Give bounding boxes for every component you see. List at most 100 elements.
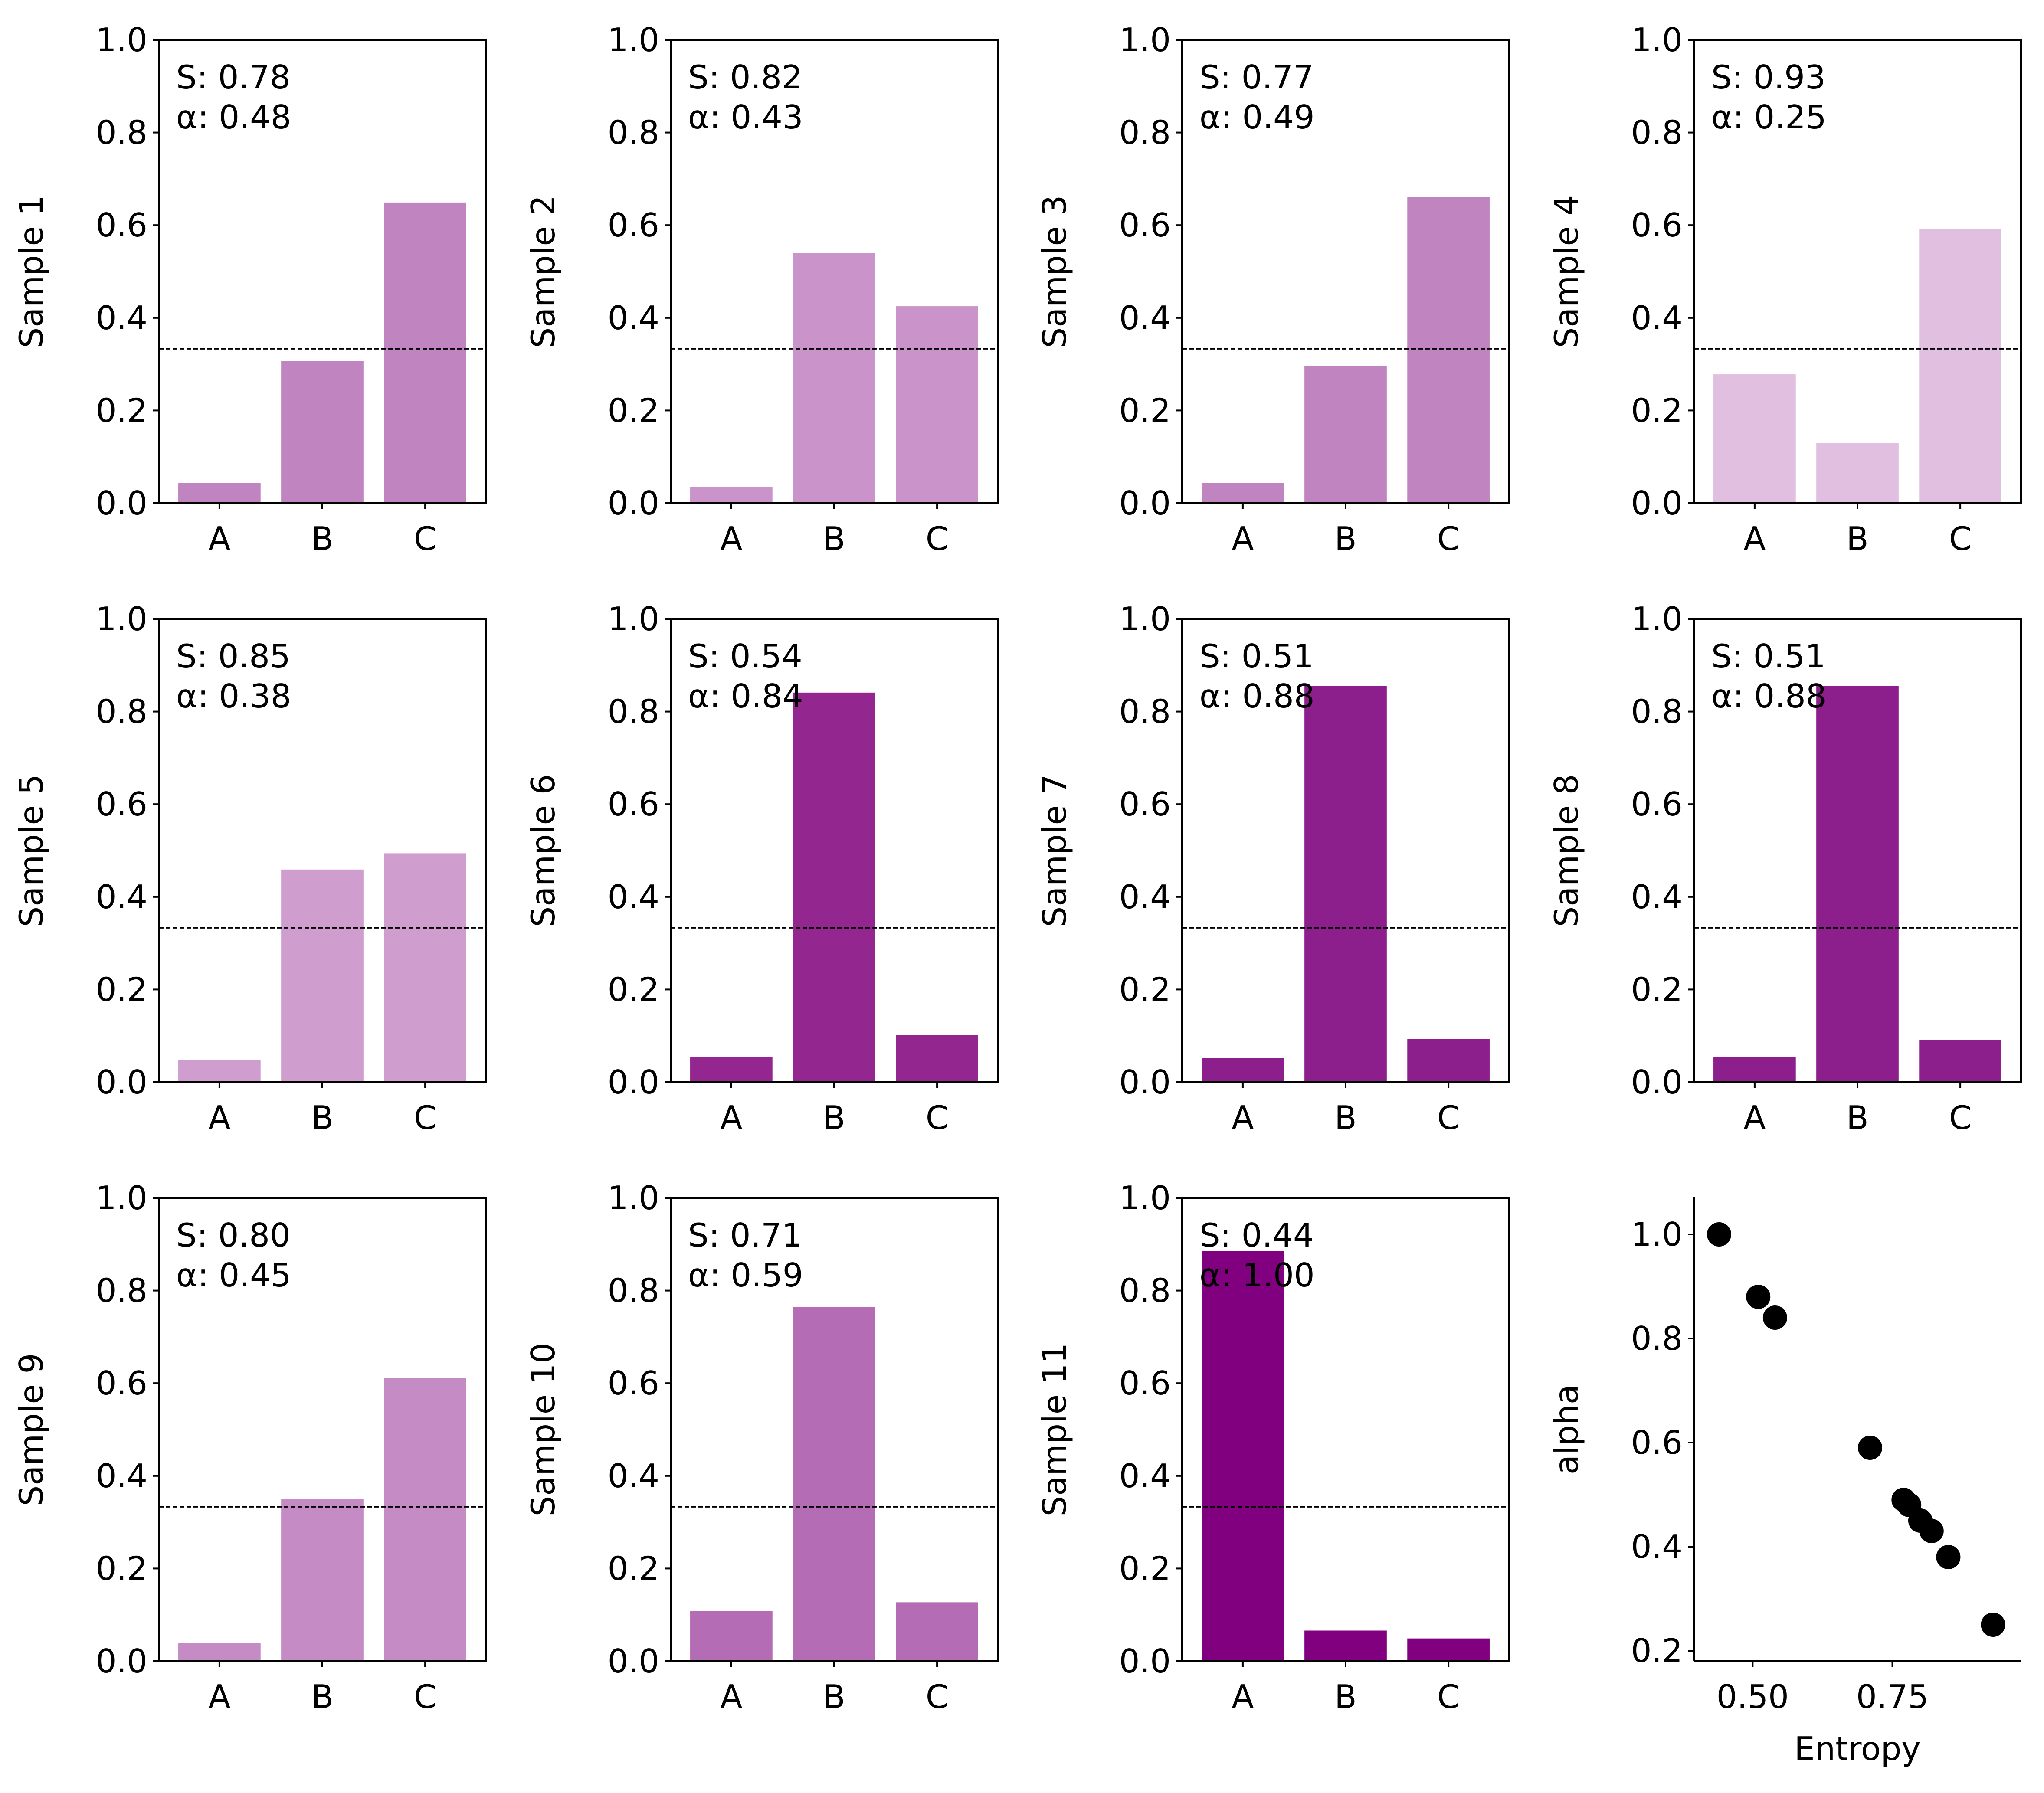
y-axis-title: Sample 9 <box>12 1353 50 1506</box>
x-tick-label: A <box>720 1099 742 1137</box>
bar-B <box>1304 686 1387 1082</box>
x-tick-label: A <box>208 1678 230 1716</box>
y-tick-label: 0.2 <box>1631 1632 1683 1670</box>
y-tick-label: 0.6 <box>1119 1364 1171 1402</box>
alpha-annotation: α: 0.84 <box>688 677 803 715</box>
x-tick-label: C <box>1949 1099 1972 1137</box>
x-tick-label: A <box>720 1678 742 1716</box>
y-tick-label: 0.6 <box>96 785 147 823</box>
y-tick-label: 0.6 <box>1631 206 1683 244</box>
y-tick-label: 1.0 <box>96 21 147 59</box>
x-tick-label: C <box>1437 1678 1460 1716</box>
y-tick-label: 0.8 <box>1631 1319 1683 1358</box>
y-axis-title: Sample 1 <box>12 195 50 348</box>
y-tick-label: 0.0 <box>608 1642 659 1680</box>
x-tick-label: A <box>1743 1099 1766 1137</box>
y-tick-label: 0.4 <box>1119 299 1171 337</box>
y-tick-label: 0.0 <box>1631 484 1683 522</box>
y-tick-label: 0.8 <box>1119 1272 1171 1310</box>
x-tick-label: C <box>926 1678 948 1716</box>
y-tick-label: 0.4 <box>1631 1528 1683 1566</box>
alpha-annotation: α: 0.43 <box>688 98 803 136</box>
y-tick-label: 0.6 <box>96 206 147 244</box>
x-tick-label: B <box>1846 1099 1868 1137</box>
entropy-annotation: S: 0.78 <box>176 58 291 96</box>
y-tick-label: 1.0 <box>1631 1215 1683 1253</box>
x-tick-label: A <box>1232 1099 1254 1137</box>
y-tick-label: 0.0 <box>96 484 147 522</box>
y-tick-label: 0.4 <box>96 1457 147 1495</box>
y-tick-label: 0.4 <box>608 299 659 337</box>
y-tick-label: 0.8 <box>96 1272 147 1310</box>
bar-C <box>384 202 466 503</box>
bar-C <box>1407 1638 1490 1661</box>
y-tick-label: 0.4 <box>1119 878 1171 916</box>
y-tick-label: 1.0 <box>1119 1179 1171 1217</box>
alpha-annotation: α: 1.00 <box>1199 1256 1315 1294</box>
bar-C <box>1919 1040 2001 1082</box>
bar-A <box>178 1643 261 1661</box>
y-tick-label: 0.6 <box>96 1364 147 1402</box>
y-tick-label: 1.0 <box>1119 21 1171 59</box>
y-tick-label: 0.6 <box>1631 785 1683 823</box>
x-tick-label: A <box>1743 520 1766 558</box>
bar-C <box>1407 1039 1490 1082</box>
y-tick-label: 0.6 <box>608 1364 659 1402</box>
y-axis-title: Sample 10 <box>524 1343 562 1517</box>
bar-A <box>178 483 261 503</box>
y-axis-title: Sample 11 <box>1035 1343 1074 1517</box>
x-tick-label: C <box>414 1099 436 1137</box>
y-tick-label: 0.0 <box>608 484 659 522</box>
alpha-annotation: α: 0.88 <box>1199 677 1315 715</box>
y-tick-label: 0.8 <box>1631 114 1683 152</box>
y-tick-label: 1.0 <box>96 600 147 638</box>
subplot-1: 0.0 0.2 0.4 0.6 0.8 1.0 A B C Sample 1 S: 0.78α: 0… <box>12 21 487 558</box>
x-tick-label: A <box>1232 1678 1254 1716</box>
scatter-point <box>1858 1436 1882 1460</box>
bar-B <box>793 253 875 503</box>
y-tick-label: 0.0 <box>1119 1642 1171 1680</box>
y-tick-label: 0.0 <box>608 1063 659 1101</box>
bar-C <box>1919 229 2001 503</box>
y-tick-label: 1.0 <box>1631 600 1683 638</box>
y-tick-label: 0.6 <box>608 785 659 823</box>
y-tick-label: 0.2 <box>1119 970 1171 1008</box>
y-tick-label: 0.2 <box>1631 970 1683 1008</box>
x-tick-label: 0.50 <box>1716 1678 1789 1716</box>
bar-C <box>896 1035 978 1082</box>
y-tick-label: 1.0 <box>1631 21 1683 59</box>
y-tick-label: 1.0 <box>1119 600 1171 638</box>
bar-A <box>178 1060 261 1082</box>
subplot-3: 0.0 0.2 0.4 0.6 0.8 1.0 A B C Sample 3 S: 0.77α: 0… <box>1035 21 1510 558</box>
scatter-point <box>1707 1222 1731 1247</box>
y-tick-label: 0.0 <box>1119 1063 1171 1101</box>
bar-C <box>1407 197 1490 503</box>
subplot-10: 0.0 0.2 0.4 0.6 0.8 1.0 A B C Sample 10 S: 0.71α: … <box>524 1179 999 1716</box>
y-tick-label: 0.6 <box>608 206 659 244</box>
subplot-8: 0.0 0.2 0.4 0.6 0.8 1.0 A B C Sample 8 S: 0.51α: 0… <box>1547 600 2022 1137</box>
bar-B <box>1304 1630 1387 1661</box>
bar-B <box>1816 686 1899 1082</box>
x-tick-label: B <box>823 1099 845 1137</box>
subplot-11: 0.0 0.2 0.4 0.6 0.8 1.0 A B C Sample 11 S: 0.44α: … <box>1035 1179 1510 1716</box>
alpha-annotation: α: 0.49 <box>1199 98 1315 136</box>
x-tick-label: A <box>208 520 230 558</box>
y-axis-title: Sample 4 <box>1547 195 1585 348</box>
y-tick-label: 0.2 <box>96 970 147 1008</box>
y-tick-label: 0.4 <box>1631 878 1683 916</box>
y-axis-title: Sample 7 <box>1035 774 1074 927</box>
bar-B <box>281 1499 364 1661</box>
y-tick-label: 0.2 <box>608 970 659 1008</box>
x-tick-label: B <box>311 1099 333 1137</box>
bar-B <box>281 869 364 1082</box>
bar-A <box>1202 1058 1284 1082</box>
bar-B <box>281 361 364 503</box>
y-axis-title: Sample 8 <box>1547 774 1585 927</box>
y-tick-label: 0.8 <box>1631 693 1683 731</box>
y-tick-label: 0.0 <box>96 1642 147 1680</box>
x-tick-label: C <box>1437 1099 1460 1137</box>
y-tick-label: 0.0 <box>96 1063 147 1101</box>
x-tick-label: B <box>1846 520 1868 558</box>
bar-C <box>384 853 466 1082</box>
